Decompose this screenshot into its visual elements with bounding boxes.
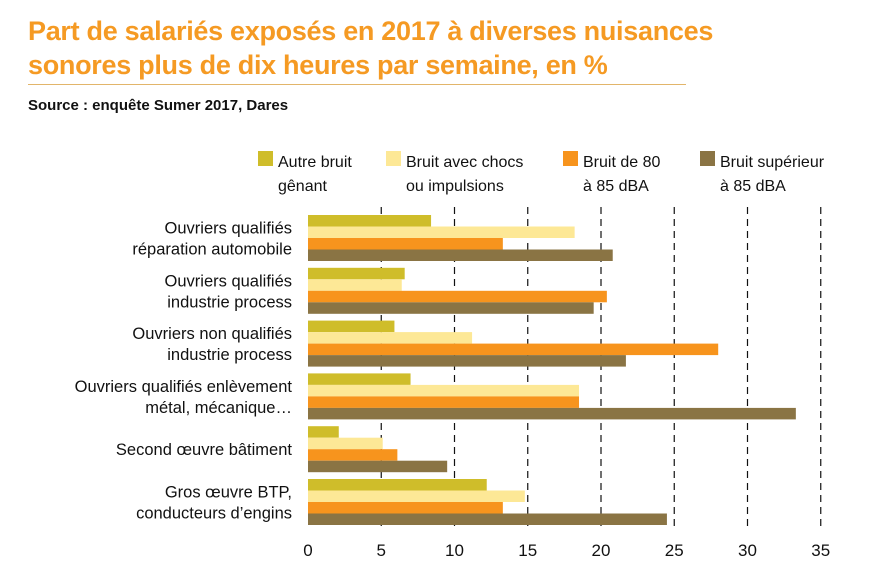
bar-group-gros-uvre-btp-conducteurs-d-engins: [308, 479, 667, 525]
bar-bruit-superieur-a-85-dba: [308, 513, 667, 525]
x-tick-label: 25: [665, 541, 684, 560]
legend: Autre bruit gênant Bruit avec chocs ou impu…: [258, 151, 825, 195]
x-tick-label: 5: [377, 541, 386, 560]
legend-item-autre-bruit-genant: Autre bruit gênant: [258, 151, 352, 195]
bar-bruit-de-80-a-85-dba: [308, 343, 719, 356]
bar-bruit-avec-chocs-ou-impulsions: [308, 437, 383, 450]
bar-autre-bruit-genant: [308, 267, 405, 280]
legend-swatch: [700, 151, 715, 166]
bar-bruit-superieur-a-85-dba: [308, 407, 796, 420]
x-tick-label: 30: [738, 541, 757, 560]
bar-bruit-avec-chocs-ou-impulsions: [308, 226, 575, 238]
legend-label: Bruit supérieur à 85 dBA: [720, 154, 825, 195]
bar-bruit-avec-chocs-ou-impulsions: [308, 490, 525, 502]
bar-bruit-avec-chocs-ou-impulsions: [308, 384, 580, 397]
x-tick-label: 35: [811, 541, 830, 560]
category-label: Ouvriers non qualifiés industrie process: [132, 325, 292, 364]
bar-bruit-de-80-a-85-dba: [308, 502, 503, 514]
legend-swatch: [258, 151, 273, 166]
legend-swatch: [386, 151, 401, 166]
bar-bruit-de-80-a-85-dba: [308, 238, 503, 250]
chart-source: Source : enquête Sumer 2017, Dares: [28, 97, 289, 114]
title-divider: [28, 84, 686, 85]
category-label: Ouvriers qualifiés enlèvement métal, méca…: [75, 378, 293, 417]
bar-bruit-de-80-a-85-dba: [308, 449, 398, 461]
category-label: Ouvriers qualifiés industrie process: [165, 272, 292, 311]
x-tick-label: 20: [592, 541, 611, 560]
category-label: Ouvriers qualifiés réparation automobile: [132, 220, 292, 259]
bar-group-second-uvre-batiment: [308, 426, 448, 473]
x-tick-label: 15: [518, 541, 537, 560]
bar-groups: [308, 215, 796, 525]
bar-bruit-de-80-a-85-dba: [308, 290, 607, 303]
x-axis-ticks: 0 5 10 15 20 25 30 35: [303, 541, 830, 560]
chart-title-line-2: sonores plus de dix heures par semaine, …: [28, 50, 608, 80]
category-labels: Ouvriers qualifiés réparation automobile O…: [75, 220, 293, 523]
legend-item-bruit-avec-chocs-ou-impulsions: Bruit avec chocs ou impulsions: [386, 151, 523, 195]
bar-autre-bruit-genant: [308, 479, 487, 491]
legend-label: Bruit avec chocs ou impulsions: [406, 154, 523, 195]
bar-group-ouvriers-non-qualifies-industrie-process: [308, 320, 719, 367]
chart-title-line-1: Part de salariés exposés en 2017 à diver…: [28, 16, 714, 46]
x-tick-label: 10: [445, 541, 464, 560]
legend-swatch: [563, 151, 578, 166]
legend-label: Autre bruit gênant: [278, 154, 352, 195]
bar-bruit-avec-chocs-ou-impulsions: [308, 332, 473, 344]
category-label: Gros œuvre BTP, conducteurs d’engins: [136, 484, 292, 523]
bar-bruit-avec-chocs-ou-impulsions: [308, 279, 402, 291]
category-label: Second œuvre bâtiment: [116, 441, 293, 459]
bar-autre-bruit-genant: [308, 373, 411, 385]
bar-bruit-superieur-a-85-dba: [308, 249, 613, 261]
bar-group-ouvriers-qualifies-industrie-process: [308, 267, 607, 314]
legend-item-bruit-superieur-a-85-dba: Bruit supérieur à 85 dBA: [700, 151, 825, 195]
legend-item-bruit-de-80-a-85-dba: Bruit de 80 à 85 dBA: [563, 151, 660, 195]
chart-title: Part de salariés exposés en 2017 à diver…: [28, 14, 748, 82]
bar-group-ouvriers-qualifies-reparation-automobile: [308, 215, 613, 261]
bar-autre-bruit-genant: [308, 215, 432, 227]
bar-autre-bruit-genant: [308, 320, 395, 333]
bar-autre-bruit-genant: [308, 426, 339, 438]
bar-bruit-de-80-a-85-dba: [308, 396, 580, 408]
bar-bruit-superieur-a-85-dba: [308, 302, 594, 314]
legend-label: Bruit de 80 à 85 dBA: [583, 154, 660, 195]
bar-group-ouvriers-qualifies-enlevement-metal-mecanique: [308, 373, 796, 420]
bar-bruit-superieur-a-85-dba: [308, 355, 626, 367]
bar-bruit-superieur-a-85-dba: [308, 460, 448, 473]
x-tick-label: 0: [303, 541, 312, 560]
